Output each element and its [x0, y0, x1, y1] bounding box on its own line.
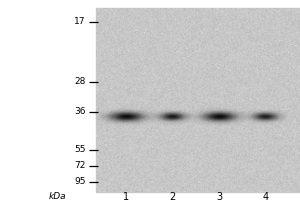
Text: 4: 4: [262, 192, 268, 200]
Text: 72: 72: [74, 162, 85, 170]
Text: 55: 55: [74, 146, 85, 154]
Bar: [96, 8, 300, 192]
Text: kDa: kDa: [48, 192, 66, 200]
Text: 3: 3: [216, 192, 222, 200]
Text: 17: 17: [74, 18, 85, 26]
Text: 2: 2: [169, 192, 175, 200]
Text: 95: 95: [74, 178, 85, 186]
Text: 36: 36: [74, 108, 85, 116]
Text: 1: 1: [123, 192, 129, 200]
Text: 28: 28: [74, 77, 85, 86]
